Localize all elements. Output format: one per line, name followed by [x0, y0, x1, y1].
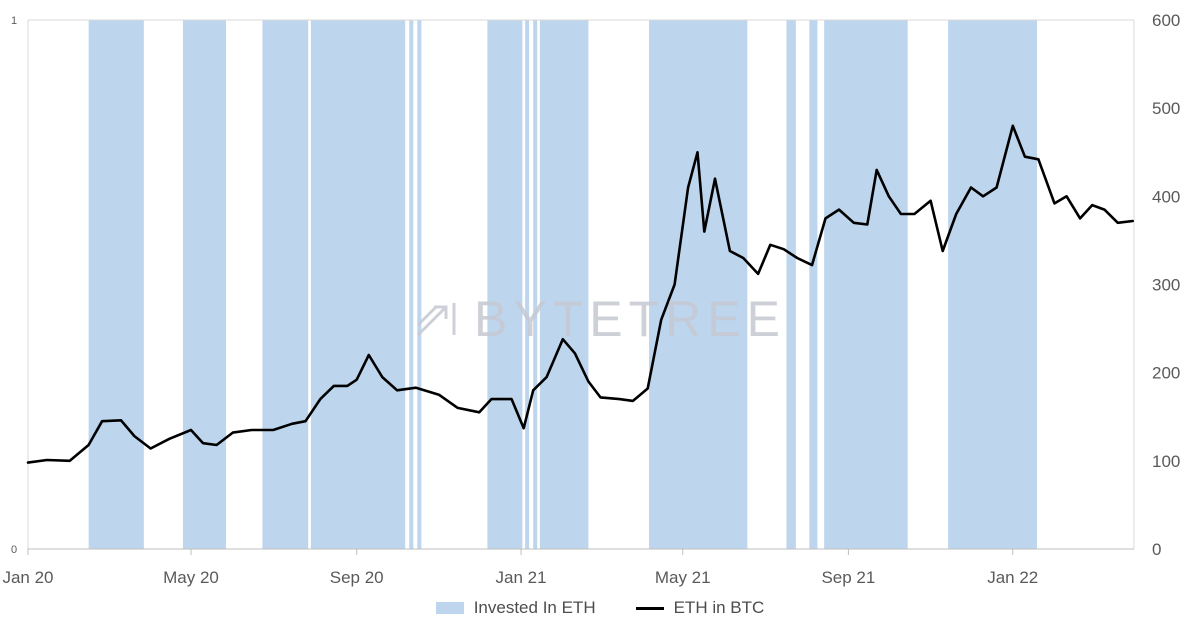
invested-band — [809, 20, 818, 549]
chart-legend: Invested In ETH ETH in BTC — [0, 598, 1200, 618]
y-right-tick-label: 600 — [1152, 11, 1180, 30]
invested-band — [948, 20, 1038, 549]
invested-band — [525, 20, 530, 549]
tick-labels: Jan 20 May 20 Sep 20 Jan 21 May 21 Sep 21 Jan … — [2, 11, 1180, 587]
x-tick-label: Sep 20 — [330, 568, 384, 587]
x-tick-label: May 20 — [163, 568, 219, 587]
y-right-tick-label: 300 — [1152, 276, 1180, 295]
invested-band — [182, 20, 227, 549]
x-tick-label: May 21 — [655, 568, 711, 587]
y-left-tick-label: 0 — [11, 544, 17, 556]
invested-bands — [88, 20, 1038, 549]
x-tick-label: Jan 22 — [987, 568, 1038, 587]
invested-band — [417, 20, 422, 549]
y-left-tick-label: 1 — [11, 15, 17, 27]
invested-band — [310, 20, 406, 549]
invested-band — [409, 20, 414, 549]
legend-label-eth-btc: ETH in BTC — [673, 598, 765, 617]
axes — [27, 19, 1135, 555]
y-right-tick-label: 200 — [1152, 364, 1180, 383]
eth-btc-chart: Jan 20 May 20 Sep 20 Jan 21 May 21 Sep 21 Jan … — [2, 11, 1180, 587]
invested-band — [487, 20, 523, 549]
y-right-tick-label: 0 — [1152, 540, 1161, 559]
legend-item-eth-btc: ETH in BTC — [635, 598, 765, 618]
y-right-tick-label: 500 — [1152, 99, 1180, 118]
invested-band — [649, 20, 748, 549]
legend-item-invested: Invested In ETH — [435, 598, 596, 618]
legend-label-invested: Invested In ETH — [473, 598, 596, 617]
invested-band — [824, 20, 908, 549]
invested-band — [786, 20, 796, 549]
x-tick-label: Jan 20 — [2, 568, 53, 587]
eth-in-btc-line — [26, 124, 1134, 464]
y-right-tick-label: 100 — [1152, 452, 1180, 471]
series-layer — [26, 124, 1134, 464]
x-tick-label: Sep 21 — [821, 568, 875, 587]
legend-swatch-band — [435, 602, 464, 614]
invested-band — [88, 20, 144, 549]
invested-band — [539, 20, 589, 549]
legend-swatch-line — [635, 606, 664, 610]
y-right-tick-label: 400 — [1152, 187, 1180, 206]
invested-band — [262, 20, 309, 549]
invested-band — [533, 20, 538, 549]
x-tick-label: Jan 21 — [496, 568, 547, 587]
